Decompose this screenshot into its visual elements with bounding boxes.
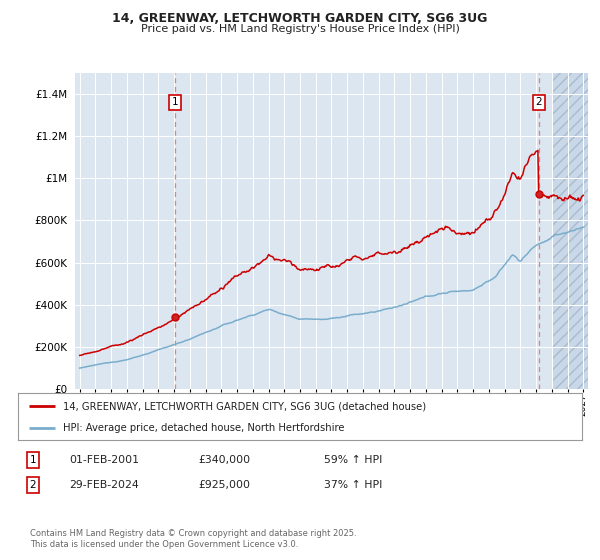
Text: 37% ↑ HPI: 37% ↑ HPI xyxy=(324,480,382,490)
Text: £340,000: £340,000 xyxy=(198,455,250,465)
Bar xyxy=(552,73,591,389)
Text: 2: 2 xyxy=(29,480,37,490)
Bar xyxy=(552,73,591,389)
Text: 14, GREENWAY, LETCHWORTH GARDEN CITY, SG6 3UG: 14, GREENWAY, LETCHWORTH GARDEN CITY, SG… xyxy=(112,12,488,25)
Text: £925,000: £925,000 xyxy=(198,480,250,490)
Text: 29-FEB-2024: 29-FEB-2024 xyxy=(69,480,139,490)
Text: 59% ↑ HPI: 59% ↑ HPI xyxy=(324,455,382,465)
Text: 01-FEB-2001: 01-FEB-2001 xyxy=(69,455,139,465)
Text: 1: 1 xyxy=(172,97,179,108)
Text: Contains HM Land Registry data © Crown copyright and database right 2025.
This d: Contains HM Land Registry data © Crown c… xyxy=(30,529,356,549)
Text: 1: 1 xyxy=(29,455,37,465)
Text: Price paid vs. HM Land Registry's House Price Index (HPI): Price paid vs. HM Land Registry's House … xyxy=(140,24,460,34)
Text: 14, GREENWAY, LETCHWORTH GARDEN CITY, SG6 3UG (detached house): 14, GREENWAY, LETCHWORTH GARDEN CITY, SG… xyxy=(63,401,426,411)
Text: 2: 2 xyxy=(535,97,542,108)
Text: HPI: Average price, detached house, North Hertfordshire: HPI: Average price, detached house, Nort… xyxy=(63,423,344,433)
